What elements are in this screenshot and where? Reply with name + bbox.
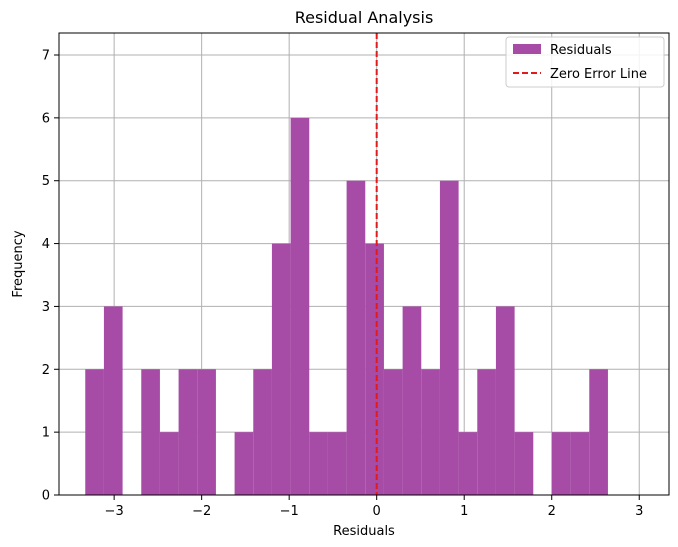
histogram-bar	[271, 243, 291, 495]
histogram-bar	[234, 432, 254, 495]
histogram-bar	[421, 369, 440, 495]
histogram-bar	[570, 432, 590, 495]
histogram-bar	[439, 180, 459, 495]
histogram-bar	[327, 432, 347, 495]
y-tick-label: 5	[42, 174, 50, 189]
histogram-bar	[309, 432, 328, 495]
y-tick-label: 4	[42, 237, 50, 252]
histogram-bar	[141, 369, 160, 495]
y-axis-label: Frequency	[11, 230, 26, 297]
y-tick-label: 0	[42, 489, 50, 504]
histogram-bars	[85, 117, 608, 495]
histogram-bar	[551, 432, 571, 495]
y-axis-ticks: 0 1 2 3 4 5 6 7	[42, 49, 59, 504]
x-tick-label: 1	[460, 504, 468, 519]
histogram-bar	[103, 306, 123, 495]
histogram-bar	[477, 369, 496, 495]
x-axis-label: Residuals	[333, 524, 395, 539]
histogram-bar	[159, 432, 179, 495]
histogram-bar	[253, 369, 272, 495]
x-tick-label: 3	[635, 504, 643, 519]
plot-frame	[58, 32, 670, 496]
histogram-bar	[458, 432, 478, 495]
histogram-bar	[290, 117, 310, 495]
x-tick-label: −2	[192, 504, 211, 519]
legend-label-zero-error-line: Zero Error Line	[550, 67, 647, 82]
y-tick-label: 7	[42, 49, 50, 64]
x-tick-label: −3	[105, 504, 124, 519]
y-tick-label: 6	[42, 111, 50, 126]
histogram-bar	[178, 369, 198, 495]
legend-box	[505, 36, 665, 88]
histogram-bar	[85, 369, 104, 495]
histogram-bar	[495, 306, 515, 495]
legend: Residuals Zero Error Line	[505, 36, 665, 88]
legend-swatch-residuals	[513, 44, 541, 54]
y-tick-label: 1	[42, 426, 50, 441]
histogram-bar	[365, 243, 384, 495]
histogram-bar	[346, 180, 366, 495]
histogram-bar	[514, 432, 534, 495]
histogram-bar	[383, 369, 403, 495]
y-tick-label: 2	[42, 363, 50, 378]
x-tick-label: −1	[280, 504, 299, 519]
y-tick-label: 3	[42, 300, 50, 315]
histogram-bar	[589, 369, 608, 495]
chart-title: Residual Analysis	[295, 8, 434, 27]
x-tick-label: 0	[373, 504, 381, 519]
x-tick-label: 2	[548, 504, 556, 519]
x-axis-ticks: −3 −2 −1 0 1 2 3	[105, 495, 643, 519]
histogram-bar	[402, 306, 422, 495]
legend-label-residuals: Residuals	[550, 43, 612, 58]
histogram-bar	[197, 369, 216, 495]
